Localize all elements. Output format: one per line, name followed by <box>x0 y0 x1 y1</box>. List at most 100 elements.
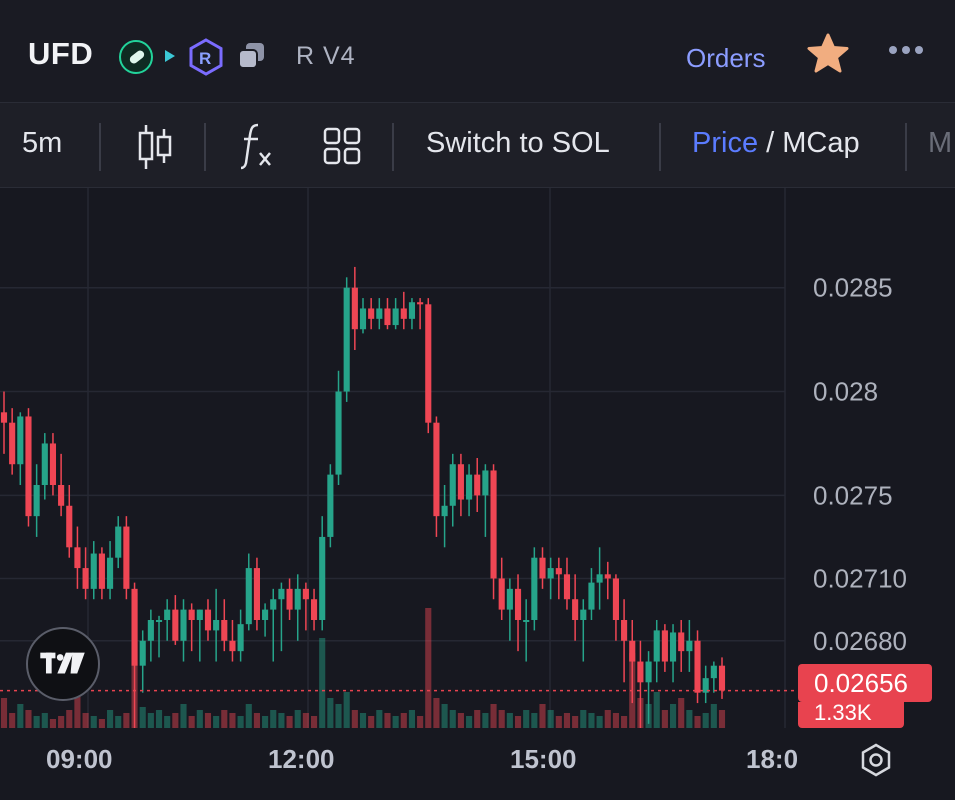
candle-body <box>41 443 48 485</box>
price-option[interactable]: Price <box>692 127 759 159</box>
volume-bar <box>123 713 130 728</box>
candle-body <box>612 578 619 620</box>
volume-bar <box>310 716 318 728</box>
candle-body <box>686 640 693 652</box>
volume-bar <box>425 608 432 728</box>
candle-body <box>637 661 644 683</box>
candle-body <box>466 474 473 500</box>
candle-body <box>482 470 489 496</box>
volume-bar <box>41 713 48 728</box>
volume-bar <box>596 716 603 728</box>
volume-bar <box>335 704 342 728</box>
candle-body <box>204 609 212 631</box>
price-chart[interactable]: 0.0285 0.028 0.0275 0.02710 0.02680 <box>0 188 955 728</box>
toolbar-divider <box>204 123 206 171</box>
candle-body <box>425 304 432 423</box>
volume-bar <box>474 710 481 728</box>
volume-bar <box>506 713 513 728</box>
indicators-icon[interactable] <box>238 121 278 171</box>
toolbar-divider <box>905 123 907 171</box>
candlestick-type-icon[interactable] <box>136 123 174 171</box>
candle-body <box>107 557 114 589</box>
volume-bar <box>678 698 685 728</box>
candle-body <box>9 422 16 465</box>
x-tick-label: 12:00 <box>268 744 335 774</box>
candle-body <box>25 416 32 517</box>
switch-currency-button[interactable]: Switch to SOL <box>426 127 610 159</box>
volume-bar <box>457 713 464 728</box>
volume-bar <box>408 710 416 728</box>
candle-body <box>694 640 701 693</box>
volume-bar <box>213 716 220 728</box>
candle-body <box>596 574 603 583</box>
play-icon <box>165 50 175 62</box>
volume-bar <box>400 713 407 728</box>
last-volume-text: 1.33K <box>814 702 872 725</box>
volume-bar <box>164 716 171 728</box>
orders-link[interactable]: Orders <box>686 43 766 73</box>
candle-body <box>188 609 195 620</box>
volume-bar <box>343 692 350 728</box>
volume-bar <box>702 713 709 728</box>
mcap-option[interactable]: MCap <box>782 127 860 159</box>
volume-bar <box>351 710 358 728</box>
volume-bar <box>523 710 530 728</box>
layout-grid-icon[interactable] <box>322 126 362 166</box>
candle-body <box>702 678 709 693</box>
candle-body <box>327 474 334 537</box>
candle-body <box>498 578 505 610</box>
settings-icon[interactable] <box>858 742 894 778</box>
candle-body <box>572 599 579 620</box>
candle-body <box>645 661 652 683</box>
dex-version-label: R V4 <box>296 42 356 70</box>
volume-bar <box>514 716 522 728</box>
price-mcap-toggle[interactable]: Price / MCap <box>692 127 860 160</box>
raydium-icon[interactable]: R <box>188 38 224 76</box>
candle-body <box>629 640 636 662</box>
candle-body <box>661 630 668 662</box>
chart-toolbar: 5m Switch to SOL Price / MCap M <box>0 103 955 188</box>
volume-bar <box>33 716 40 728</box>
volume-bar <box>188 716 195 728</box>
candle-body <box>90 553 97 589</box>
volume-bar <box>368 716 375 728</box>
candle-body <box>245 568 252 625</box>
volume-bar <box>9 713 16 728</box>
volume-bar <box>539 704 546 728</box>
time-axis <box>0 728 955 800</box>
candle-body <box>392 308 399 326</box>
top-header: UFD R R V4 Orders <box>0 0 955 103</box>
candle-body <box>319 536 326 620</box>
volume-bar <box>498 710 505 728</box>
last-price-label: 0.02656 <box>798 664 932 702</box>
copy-icon[interactable] <box>236 40 268 72</box>
candle-body <box>547 568 554 579</box>
candle-body <box>155 620 163 622</box>
candle-body <box>457 464 464 500</box>
candle-body <box>294 588 301 610</box>
volume-bar <box>196 710 203 728</box>
candle-body <box>531 557 538 620</box>
overflow-toolbar-item[interactable]: M <box>928 127 953 159</box>
candle-body <box>262 609 269 620</box>
volume-bar <box>74 692 81 728</box>
tradingview-logo-icon[interactable] <box>26 627 100 701</box>
star-icon[interactable] <box>806 32 850 76</box>
candle-body <box>604 574 611 579</box>
pill-icon[interactable] <box>119 40 153 74</box>
more-options-icon[interactable] <box>886 36 926 66</box>
candle-body <box>376 308 383 319</box>
candle-body <box>302 588 309 600</box>
candle-body <box>490 470 497 579</box>
candle-body <box>669 632 677 662</box>
volume-bar <box>237 716 244 728</box>
interval-selector[interactable]: 5m <box>22 127 63 159</box>
candle-body <box>514 588 522 620</box>
candle-body <box>359 308 367 330</box>
candle-body <box>237 624 244 652</box>
candle-body <box>506 588 513 610</box>
candle-body <box>653 630 660 662</box>
candle-body <box>433 422 440 517</box>
candle-body <box>33 485 40 517</box>
volume-bar <box>653 692 660 728</box>
